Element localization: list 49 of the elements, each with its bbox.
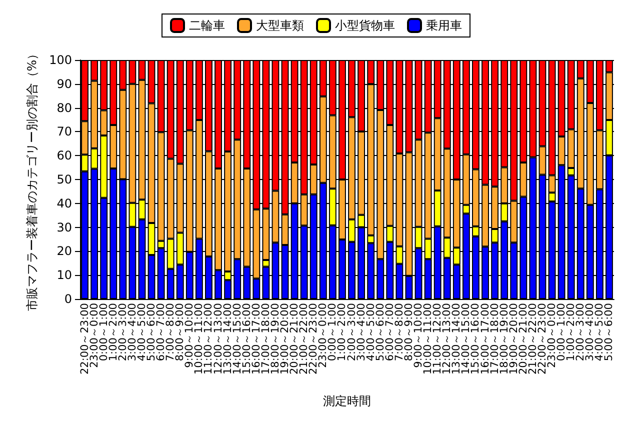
- x-tick-label: 6:00～7:00: [384, 303, 396, 362]
- x-axis-title: 測定時間: [323, 394, 371, 408]
- x-tick-label: 22:00～23:00: [536, 303, 548, 375]
- legend-label: 二輪車: [189, 18, 225, 32]
- x-tick-label: 22:00～23:00: [78, 303, 91, 375]
- y-tick-label: 50: [56, 172, 72, 186]
- x-tick-label: 8:00～9:00: [402, 303, 415, 362]
- y-tick-label: 100: [49, 53, 72, 67]
- x-tick-label: 11:00～12:00: [202, 303, 215, 375]
- y-tick-label: 40: [56, 196, 72, 210]
- x-tick-label: 19:00～20:00: [508, 303, 520, 375]
- x-tick-label: 18:00～19:00: [269, 303, 282, 375]
- y-tick-label: 80: [56, 100, 72, 115]
- x-tick-label: 12:00～13:00: [212, 303, 224, 375]
- x-tick-label: 0:00～1:00: [98, 303, 110, 362]
- x-tick-label: 15:00～16:00: [470, 303, 482, 375]
- y-tick-label: 10: [56, 268, 72, 282]
- x-tick-label: 17:00～18:00: [260, 303, 272, 375]
- x-tick-label: 2:00～3:00: [346, 303, 358, 362]
- y-axis-title: 市販マフラー装着車のカテゴリー別の割合（%）: [25, 48, 40, 312]
- x-tick-label: 20:00～21:00: [517, 303, 530, 375]
- legend-label: 乗用車: [426, 18, 462, 32]
- x-tick-label: 21:00～22:00: [526, 303, 539, 375]
- x-tick-label: 5:00～6:00: [374, 303, 386, 362]
- y-tick-label: 0: [64, 292, 72, 306]
- y-tick-label: 20: [56, 244, 72, 258]
- x-tick-label: 17:00～18:00: [488, 303, 501, 375]
- x-tick-label: 18:00～19:00: [498, 303, 510, 375]
- x-tick-label: 13:00～14:00: [222, 303, 234, 375]
- x-tick-label: 4:00～5:00: [136, 303, 148, 362]
- x-tick-label: 3:00～4:00: [126, 303, 138, 362]
- x-tick-label: 16:00～17:00: [479, 303, 492, 375]
- x-tick-label: 16:00～17:00: [250, 303, 262, 375]
- legend-label: 小型貨物車: [335, 18, 395, 32]
- y-tick-label: 60: [56, 148, 72, 163]
- y-tick-label: 70: [56, 124, 72, 139]
- x-tick-label: 5:00～6:00: [603, 303, 616, 362]
- y-tick-label: 30: [56, 220, 72, 234]
- x-tick-label: 2:00～3:00: [116, 303, 129, 362]
- x-tick-label: 23:00～0:00: [88, 303, 100, 368]
- x-tick-label: 15:00～16:00: [240, 303, 253, 375]
- y-tick-label: 90: [56, 76, 72, 91]
- x-tick-label: 7:00～8:00: [393, 303, 406, 362]
- x-tick-label: 14:00～15:00: [231, 303, 244, 375]
- x-tick-label: 1:00～2:00: [107, 303, 120, 362]
- legend-label: 大型車類: [256, 18, 304, 32]
- x-tick-label: 1:00～2:00: [336, 303, 348, 362]
- x-tick-label: 4:00～5:00: [364, 303, 377, 362]
- x-tick-label: 3:00～4:00: [355, 303, 368, 362]
